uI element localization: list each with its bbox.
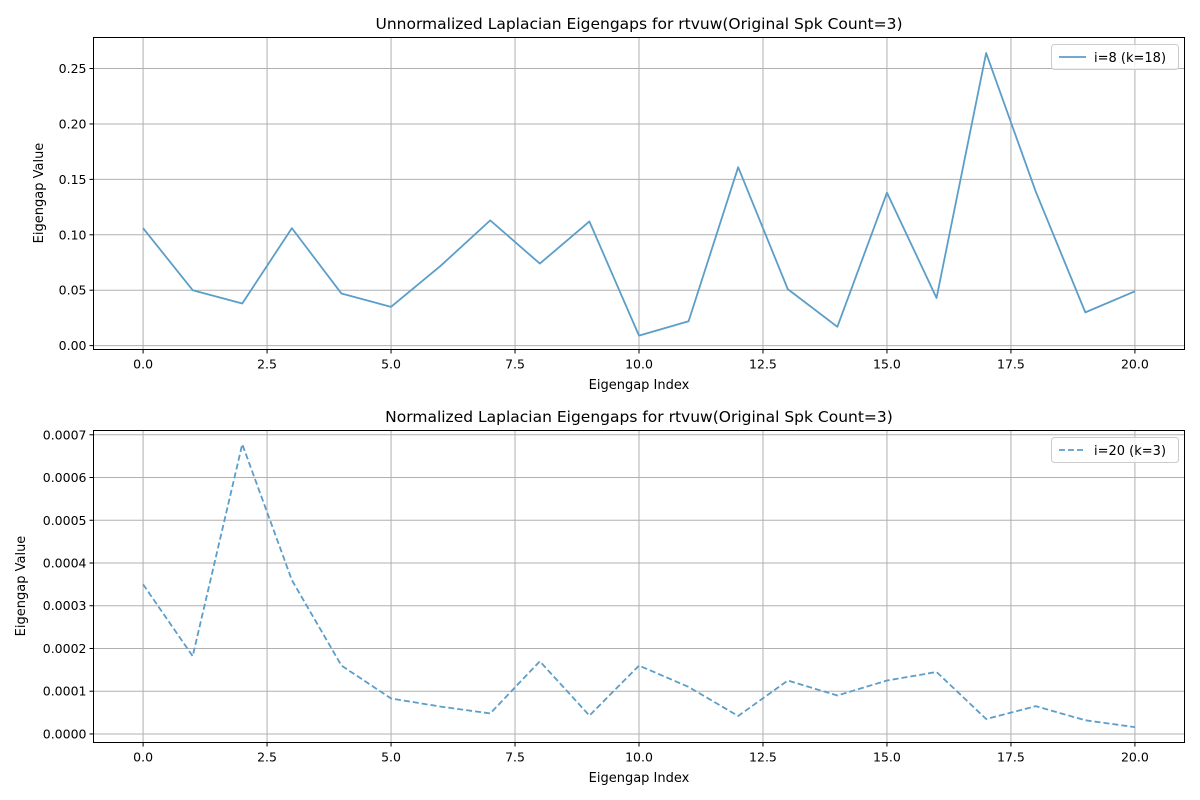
x-tick-label: 5.0	[381, 750, 401, 765]
x-tick-label: 20.0	[1121, 750, 1149, 765]
x-tick-label: 17.5	[997, 750, 1025, 765]
y-tick-label: 0.0003	[43, 598, 87, 613]
x-tick-label: 0.0	[133, 750, 153, 765]
y-tick-label: 0.10	[59, 227, 87, 242]
y-tick-label: 0.0006	[43, 470, 87, 485]
y-tick-label: 0.0000	[43, 726, 87, 741]
series	[142, 443, 1136, 729]
y-tick-label: 0.0002	[43, 641, 87, 656]
x-tick-label: 15.0	[873, 357, 901, 372]
x-tick-label: 0.0	[133, 357, 153, 372]
x-tick-label: 20.0	[1121, 357, 1149, 372]
y-tick-label: 0.20	[59, 116, 87, 131]
y-tick-label: 0.05	[59, 283, 87, 298]
legend: i=20 (k=3)	[1051, 437, 1179, 463]
x-tick-label: 12.5	[749, 357, 777, 372]
x-tick-label: 10.0	[625, 357, 653, 372]
plot-title: Unnormalized Laplacian Eigengaps for rtv…	[375, 15, 902, 33]
y-axis-label: Eigengap Value	[32, 143, 47, 244]
axes-frame	[93, 37, 1185, 350]
x-axis-ticks: 0.0 2.5 5.0 7.5 10.0 12.5 15.0 17.5 20.0	[133, 349, 1149, 372]
x-tick-label: 12.5	[749, 750, 777, 765]
y-tick-label: 0.0001	[43, 684, 87, 699]
x-axis-label: Eigengap Index	[589, 771, 690, 786]
legend-frame	[1051, 437, 1179, 463]
x-axis-label: Eigengap Index	[589, 378, 690, 393]
unnormalized-eigengaps-plot: Unnormalized Laplacian Eigengaps for rtv…	[32, 15, 1185, 393]
x-tick-label: 17.5	[997, 357, 1025, 372]
y-tick-label: 0.00	[59, 338, 87, 353]
legend-entry-label: i=8 (k=18)	[1094, 51, 1166, 66]
y-axis-label: Eigengap Value	[14, 536, 29, 637]
x-tick-label: 5.0	[381, 357, 401, 372]
legend-frame	[1051, 44, 1179, 70]
x-tick-label: 15.0	[873, 750, 901, 765]
x-tick-label: 7.5	[505, 357, 525, 372]
x-tick-label: 7.5	[505, 750, 525, 765]
x-tick-label: 2.5	[257, 750, 277, 765]
series-line	[142, 443, 1136, 729]
y-axis-ticks: 0.00 0.05 0.10 0.15 0.20 0.25	[59, 61, 94, 353]
y-tick-label: 0.25	[59, 61, 87, 76]
y-tick-label: 0.15	[59, 172, 87, 187]
series	[142, 52, 1136, 337]
plot-title: Normalized Laplacian Eigengaps for rtvuw…	[385, 408, 893, 426]
series-line	[142, 52, 1136, 337]
y-axis-ticks: 0.0000 0.0001 0.0002 0.0003 0.0004 0.0005 0.00…	[43, 427, 94, 741]
x-tick-label: 10.0	[625, 750, 653, 765]
y-tick-label: 0.0004	[43, 555, 87, 570]
legend: i=8 (k=18)	[1051, 44, 1179, 70]
axes-frame	[93, 430, 1185, 743]
x-tick-label: 2.5	[257, 357, 277, 372]
normalized-eigengaps-plot: Normalized Laplacian Eigengaps for rtvuw…	[14, 408, 1185, 786]
x-axis-ticks: 0.0 2.5 5.0 7.5 10.0 12.5 15.0 17.5 20.0	[133, 742, 1149, 765]
grid	[93, 430, 1185, 743]
y-tick-label: 0.0005	[43, 513, 87, 528]
grid	[93, 37, 1185, 350]
y-tick-label: 0.0007	[43, 427, 87, 442]
legend-entry-label: i=20 (k=3)	[1094, 444, 1166, 459]
